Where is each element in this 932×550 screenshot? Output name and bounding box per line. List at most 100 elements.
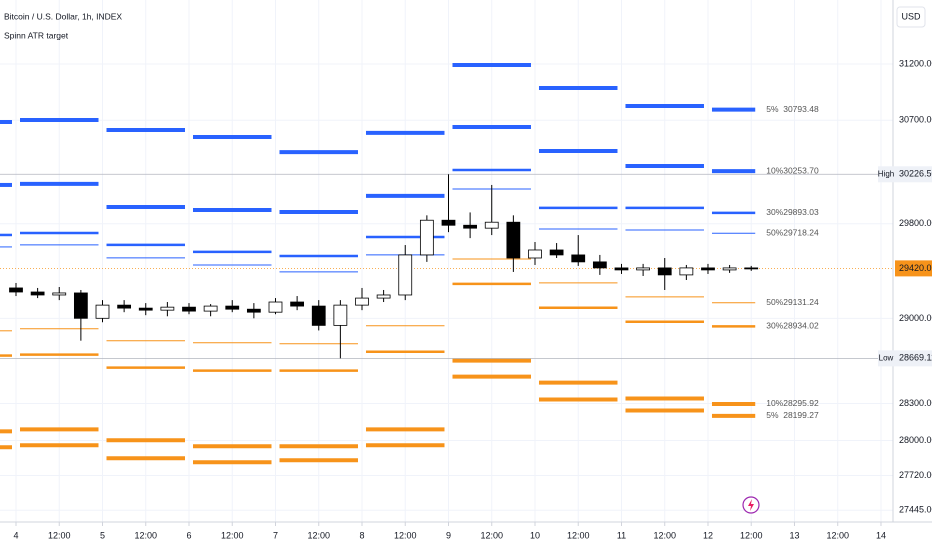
candle-body xyxy=(441,219,456,226)
currency-button[interactable] xyxy=(896,6,926,28)
level-percent: 5% xyxy=(766,104,779,114)
level-price: 28295.92 xyxy=(783,398,819,408)
level-percent: 50% xyxy=(766,297,783,307)
candle-body xyxy=(549,249,564,256)
y-tick-label: 29000.00 xyxy=(899,313,932,323)
x-tick-label: 12:00 xyxy=(480,530,503,540)
level-percent: 50% xyxy=(766,228,783,238)
candle-body xyxy=(592,261,607,269)
x-tick-label: 9 xyxy=(446,530,451,540)
candle-body xyxy=(95,304,110,319)
marker-value: 28669.11 xyxy=(899,353,932,363)
candle-body xyxy=(355,297,369,306)
level-price: 28934.02 xyxy=(783,321,819,331)
candle-body xyxy=(679,267,694,276)
candle-body xyxy=(160,306,175,311)
x-tick-label: 14 xyxy=(876,530,886,540)
candle-body xyxy=(333,304,348,326)
level-price: 30253.70 xyxy=(783,165,819,175)
x-tick-label: 12:00 xyxy=(394,530,417,540)
marker-tag-box xyxy=(878,166,895,183)
x-tick-label: 12:00 xyxy=(567,530,590,540)
candle-body xyxy=(290,301,305,307)
level-percent: 10% xyxy=(766,165,783,175)
marker-tag: High xyxy=(878,169,894,178)
level-price: 29718.24 xyxy=(783,228,819,238)
y-tick-label: 27720.00 xyxy=(899,470,932,480)
candle-body xyxy=(30,291,45,296)
marker-value-box xyxy=(895,350,932,367)
marker-value-box xyxy=(895,166,932,183)
level-percent: 5% xyxy=(766,410,779,420)
level-percent: 10% xyxy=(766,398,783,408)
candle-body xyxy=(311,305,326,326)
candle-body xyxy=(225,305,240,310)
level-percent: 30% xyxy=(766,207,783,217)
candle-body xyxy=(506,221,521,259)
level-price: 30793.48 xyxy=(783,104,819,114)
x-tick-label: 7 xyxy=(273,530,278,540)
indicator-name: Spinn ATR target xyxy=(4,30,69,40)
candle-body xyxy=(182,306,196,312)
chart-title: Bitcoin / U.S. Dollar, 1h, INDEX xyxy=(4,11,122,21)
marker-value: 30226.50 xyxy=(899,169,932,179)
level-price: 29131.24 xyxy=(783,297,819,307)
candle-body xyxy=(571,254,586,263)
candle-body xyxy=(9,287,23,293)
y-tick-label: 29800.00 xyxy=(899,218,932,228)
x-tick-label: 12:00 xyxy=(653,530,676,540)
x-tick-label: 12:00 xyxy=(740,530,763,540)
marker-tag: Low xyxy=(879,353,894,362)
candle-body xyxy=(117,304,132,309)
last-price-label: 29420.01 xyxy=(899,263,932,273)
x-tick-label: 10 xyxy=(530,530,540,540)
candle-body xyxy=(484,221,499,229)
candle-body xyxy=(463,224,478,229)
candle-body xyxy=(398,254,413,296)
level-price: 28199.27 xyxy=(783,410,819,420)
x-tick-label: 12:00 xyxy=(48,530,71,540)
x-tick-label: 12:00 xyxy=(826,530,849,540)
x-tick-label: 13 xyxy=(789,530,799,540)
alert-icon[interactable] xyxy=(742,496,760,514)
x-tick-label: 12 xyxy=(703,530,713,540)
x-tick-label: 8 xyxy=(359,530,364,540)
x-tick-label: 12:00 xyxy=(307,530,330,540)
x-tick-label: 4 xyxy=(13,530,18,540)
y-tick-label: 28000.00 xyxy=(899,435,932,445)
candle-body xyxy=(528,249,542,259)
candle-body xyxy=(52,292,67,296)
x-tick-label: 6 xyxy=(186,530,191,540)
y-tick-label: 30700.00 xyxy=(899,115,932,125)
y-tick-label: 28300.00 xyxy=(899,398,932,408)
candle-body xyxy=(744,267,759,270)
candle-body xyxy=(701,267,715,271)
candles-layer xyxy=(9,174,759,359)
marker-tag-box xyxy=(878,350,895,367)
candle-body xyxy=(722,267,737,271)
y-tick-label: 27445.00 xyxy=(899,505,932,515)
candle-body xyxy=(636,267,650,271)
level-percent: 30% xyxy=(766,321,783,331)
candle-body xyxy=(268,301,283,313)
candle-body xyxy=(138,307,153,311)
last-price-box xyxy=(895,260,932,277)
candle-body xyxy=(614,267,629,271)
x-tick-label: 11 xyxy=(617,530,626,540)
currency[interactable]: USD xyxy=(901,11,921,21)
candle-body xyxy=(657,267,672,276)
candle-body xyxy=(203,305,218,312)
candle-body xyxy=(246,308,261,313)
x-tick-label: 12:00 xyxy=(134,530,157,540)
y-tick-label: 31200.00 xyxy=(899,58,932,68)
x-tick-label: 5 xyxy=(100,530,105,540)
candle-body xyxy=(419,219,434,256)
alert-bolt[interactable] xyxy=(748,499,754,511)
x-tick-label: 12:00 xyxy=(221,530,244,540)
level-price: 29893.03 xyxy=(783,207,819,217)
